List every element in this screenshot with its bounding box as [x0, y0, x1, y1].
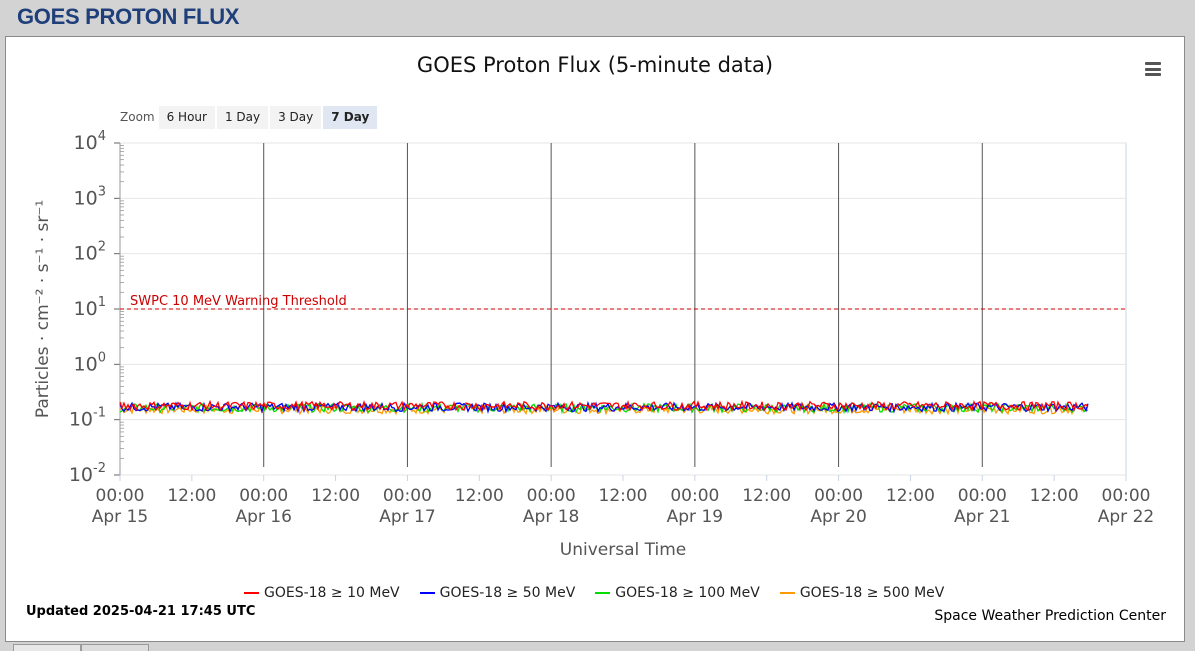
x-tick-label-time: 00:00 [239, 486, 288, 506]
zoom-3-day-button[interactable]: 3 Day [270, 105, 322, 129]
x-tick-label-time: 00:00 [670, 486, 719, 506]
zoom-1-day-button[interactable]: 1 Day [216, 105, 269, 129]
legend-label: GOES-18 ≥ 10 MeV [264, 585, 400, 601]
zoom-label: Zoom [120, 110, 155, 124]
page-title: GOES PROTON FLUX [17, 4, 240, 29]
x-tick-label-time: 12:00 [1030, 486, 1079, 506]
x-tick-label-date: Apr 17 [379, 507, 435, 527]
updated-timestamp: Updated 2025-04-21 17:45 UTC [26, 604, 256, 619]
legend-item[interactable]: GOES-18 ≥ 50 MeV [419, 585, 576, 601]
series-line [119, 401, 1089, 415]
y-tick-label: 104 [74, 129, 106, 154]
x-tick-label-time: 00:00 [527, 486, 576, 506]
y-tick-label: 103 [74, 184, 106, 209]
zoom-7-day-button[interactable]: 7 Day [323, 105, 378, 129]
y-tick-label: 101 [74, 295, 106, 320]
y-tick-label: 102 [74, 240, 106, 265]
threshold-label: SWPC 10 MeV Warning Threshold [130, 294, 347, 309]
legend-label: GOES-18 ≥ 50 MeV [439, 585, 576, 601]
legend-item[interactable]: GOES-18 ≥ 500 MeV [779, 585, 945, 601]
x-tick-label-date: Apr 21 [954, 507, 1010, 527]
hamburger-menu-icon[interactable] [1145, 62, 1161, 76]
x-tick-label-date: Apr 16 [235, 507, 291, 527]
legend-swatch [595, 592, 611, 594]
legend-swatch [419, 592, 435, 594]
legend-swatch [779, 592, 795, 594]
chart-panel: GOES Proton Flux (5-minute data) Zoom 6 … [5, 36, 1185, 642]
bottom-tab[interactable] [81, 644, 149, 651]
zoom-controls: Zoom 6 Hour 1 Day 3 Day 7 Day [120, 105, 379, 129]
x-tick-label-time: 12:00 [311, 486, 360, 506]
y-tick-label: 10-2 [69, 461, 106, 486]
x-tick-label-time: 12:00 [742, 486, 791, 506]
x-tick-label-time: 00:00 [958, 486, 1007, 506]
x-tick-label-date: Apr 15 [92, 507, 148, 527]
x-tick-label-time: 00:00 [814, 486, 863, 506]
x-tick-label-date: Apr 20 [810, 507, 866, 527]
credit-text: Space Weather Prediction Center [934, 608, 1166, 624]
x-tick-label-date: Apr 19 [667, 507, 723, 527]
series-line [119, 399, 1089, 413]
legend-item[interactable]: GOES-18 ≥ 10 MeV [244, 585, 400, 601]
bottom-tab[interactable] [13, 644, 81, 651]
bottom-tabs [5, 644, 1183, 651]
x-tick-label-time: 12:00 [455, 486, 504, 506]
x-tick-label-time: 00:00 [1102, 486, 1151, 506]
legend-label: GOES-18 ≥ 500 MeV [799, 585, 945, 601]
x-tick-label-date: Apr 18 [523, 507, 579, 527]
x-tick-label-time: 00:00 [383, 486, 432, 506]
legend-label: GOES-18 ≥ 100 MeV [615, 585, 760, 601]
series-line [119, 400, 1089, 414]
y-tick-label: 10-1 [69, 406, 106, 431]
x-tick-label-time: 12:00 [886, 486, 935, 506]
x-tick-label-time: 00:00 [96, 486, 145, 506]
zoom-6-hour-button[interactable]: 6 Hour [158, 105, 215, 129]
y-tick-label: 100 [74, 350, 106, 375]
legend-swatch [244, 592, 259, 594]
x-axis-title: Universal Time [560, 540, 686, 560]
x-tick-label-time: 12:00 [167, 486, 216, 506]
x-tick-label-date: Apr 22 [1098, 507, 1154, 527]
chart-title: GOES Proton Flux (5-minute data) [416, 53, 774, 77]
legend: GOES-18 ≥ 10 MeV GOES-18 ≥ 50 MeV GOES-18 … [244, 585, 964, 601]
y-axis-title: Particles · cm⁻² · s⁻¹ · sr⁻¹ [33, 200, 53, 418]
legend-item[interactable]: GOES-18 ≥ 100 MeV [595, 585, 760, 601]
x-tick-label-time: 12:00 [599, 486, 648, 506]
